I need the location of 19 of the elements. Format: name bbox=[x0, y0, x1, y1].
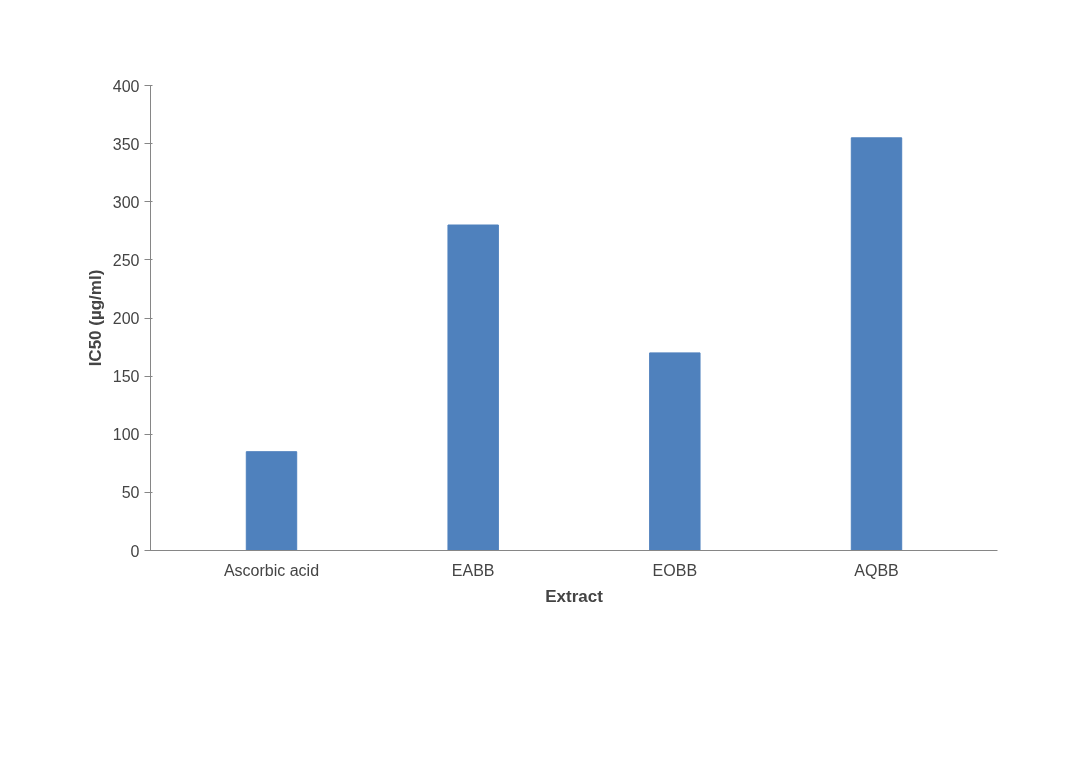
x-tick-label: EOBB bbox=[652, 561, 698, 579]
y-axis-title: IC50 (µg/ml) bbox=[85, 269, 105, 367]
bar bbox=[850, 137, 903, 551]
y-tick-label: 300 bbox=[112, 193, 140, 211]
x-tick-label: EABB bbox=[451, 561, 495, 579]
bar bbox=[447, 224, 499, 551]
y-tick-label: 0 bbox=[130, 542, 140, 560]
y-tick-label: 400 bbox=[112, 77, 140, 95]
y-tick-label: 350 bbox=[112, 135, 140, 153]
x-axis-title: Extract bbox=[545, 586, 604, 606]
bar bbox=[245, 451, 298, 551]
y-tick-label: 200 bbox=[112, 310, 140, 327]
y-tick-label: 100 bbox=[112, 426, 140, 444]
bar bbox=[649, 352, 701, 551]
y-tick-label: 50 bbox=[121, 484, 140, 502]
x-tick-label: Ascorbic acid bbox=[223, 561, 320, 579]
y-tick-label: 150 bbox=[112, 368, 140, 386]
x-tick-label: AQBB bbox=[854, 561, 899, 579]
y-tick-label: 250 bbox=[112, 251, 140, 269]
